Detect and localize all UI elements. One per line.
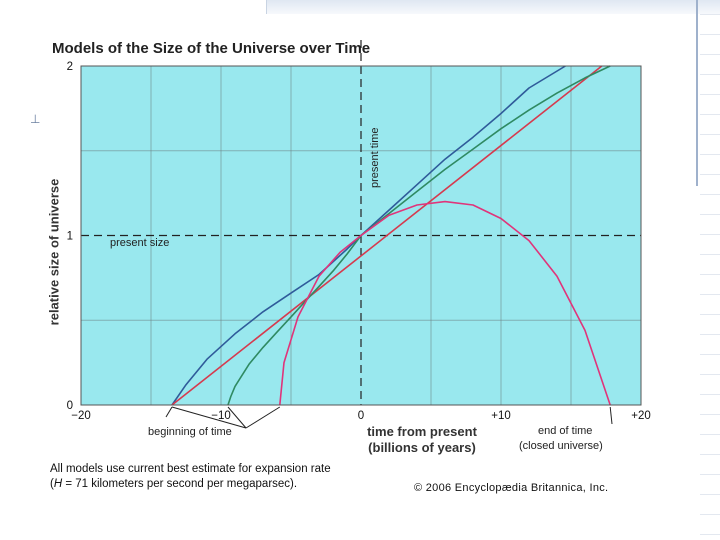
- x-tick-label: 0: [358, 410, 364, 422]
- x-tick-label: +20: [631, 410, 651, 422]
- series-lines: [171, 65, 611, 406]
- y-tick-label: 2: [67, 61, 73, 73]
- end-of-time-label: end of time: [538, 425, 593, 437]
- present-size-label: present size: [110, 237, 170, 249]
- model-note: All models use current best estimate for…: [50, 462, 331, 492]
- copyright-credit: © 2006 Encyclopædia Britannica, Inc.: [414, 482, 609, 494]
- y-axis-label: relative size of universe: [46, 178, 62, 326]
- series-line-1: [171, 65, 566, 406]
- hubble-symbol: H: [53, 478, 63, 490]
- y-tick-label: 1: [67, 231, 73, 243]
- x-axis-label: time from present (billions of years): [357, 424, 487, 456]
- x-axis-label-line1: time from present: [367, 424, 477, 439]
- y-tick-label: 0: [67, 400, 73, 412]
- series-line-3: [227, 65, 611, 406]
- x-tick-label: −20: [71, 410, 91, 422]
- beginning-leader: [227, 406, 247, 429]
- annotation-leaders: [165, 406, 613, 429]
- beginning-leader: [165, 406, 173, 418]
- chart-title: Models of the Size of the Universe over …: [52, 40, 371, 57]
- x-tick-label: −10: [211, 410, 231, 422]
- series-line-2: [171, 65, 603, 406]
- series-line-4: [279, 200, 611, 406]
- beginning-leader: [171, 406, 247, 429]
- note-paren: (: [50, 478, 54, 490]
- closed-universe-label: (closed universe): [519, 440, 603, 452]
- plot-frame: [80, 65, 642, 406]
- end-leader: [609, 406, 613, 425]
- beginning-leader: [245, 406, 281, 429]
- note-rate: = 71 kilometers per second per megaparse…: [62, 478, 298, 490]
- model-note-line2: (H = 71 kilometers per second per megapa…: [50, 477, 331, 492]
- x-axis-label-line2: (billions of years): [368, 440, 476, 455]
- slide-right-rule: [696, 0, 698, 186]
- slide-right-grid: [700, 14, 720, 540]
- model-note-line1: All models use current best estimate for…: [50, 463, 331, 475]
- slide-side-mark: ⊥: [30, 112, 41, 126]
- tick-labels: −20 −10 0 +10 +20 0 1 2: [67, 61, 651, 422]
- slide-top-bar: [266, 0, 720, 14]
- beginning-of-time-label: beginning of time: [148, 426, 232, 438]
- x-tick-label: +10: [491, 410, 511, 422]
- present-time-label: present time: [369, 127, 381, 188]
